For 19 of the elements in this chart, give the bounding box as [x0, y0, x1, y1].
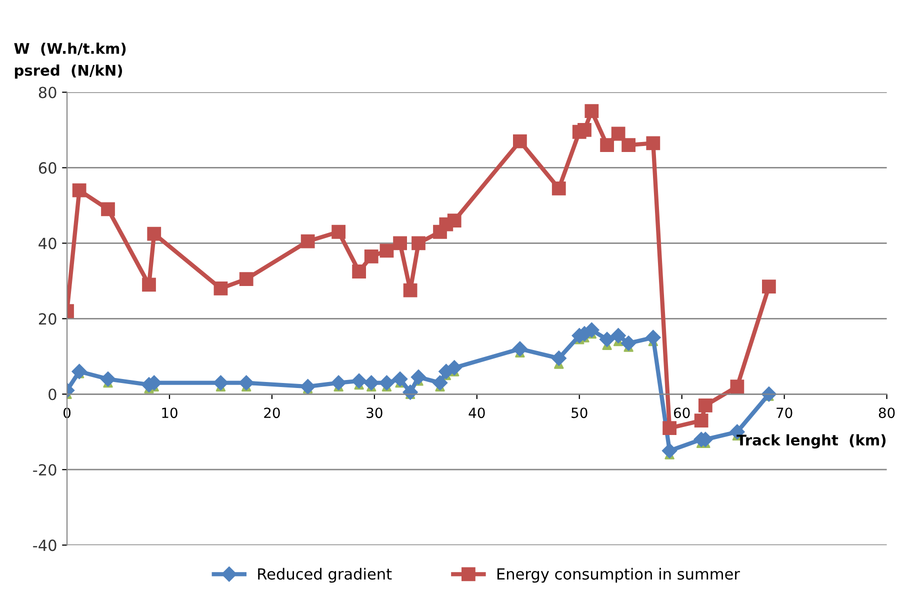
x-tick-label: 50 [572, 408, 588, 418]
y-tick-label: -40 [33, 540, 56, 552]
x-tick-label: 40 [468, 408, 485, 418]
legend-label: Reduced gradient [258, 568, 392, 583]
x-tick-label: 70 [776, 408, 792, 418]
x-axis-title: Track lenght (km) [736, 434, 886, 448]
y-axis-title: W (W.h/t.km) psred (N/kN) [14, 42, 126, 79]
x-tick-label: 20 [264, 408, 280, 418]
y-tick-label: -20 [33, 464, 56, 476]
x-tick-label: 30 [366, 408, 382, 418]
x-tick-label: 10 [162, 408, 178, 418]
y-tick-label: 0 [48, 388, 56, 400]
y-tick-label: 40 [38, 238, 56, 250]
x-tick-label: 60 [674, 408, 690, 418]
x-tick-label: 80 [878, 408, 895, 418]
legend-label: Energy consumption in summer [497, 568, 740, 583]
y-tick-label: 60 [38, 162, 56, 174]
y-tick-label: 20 [38, 313, 56, 325]
y-tick-label: 80 [38, 86, 56, 98]
